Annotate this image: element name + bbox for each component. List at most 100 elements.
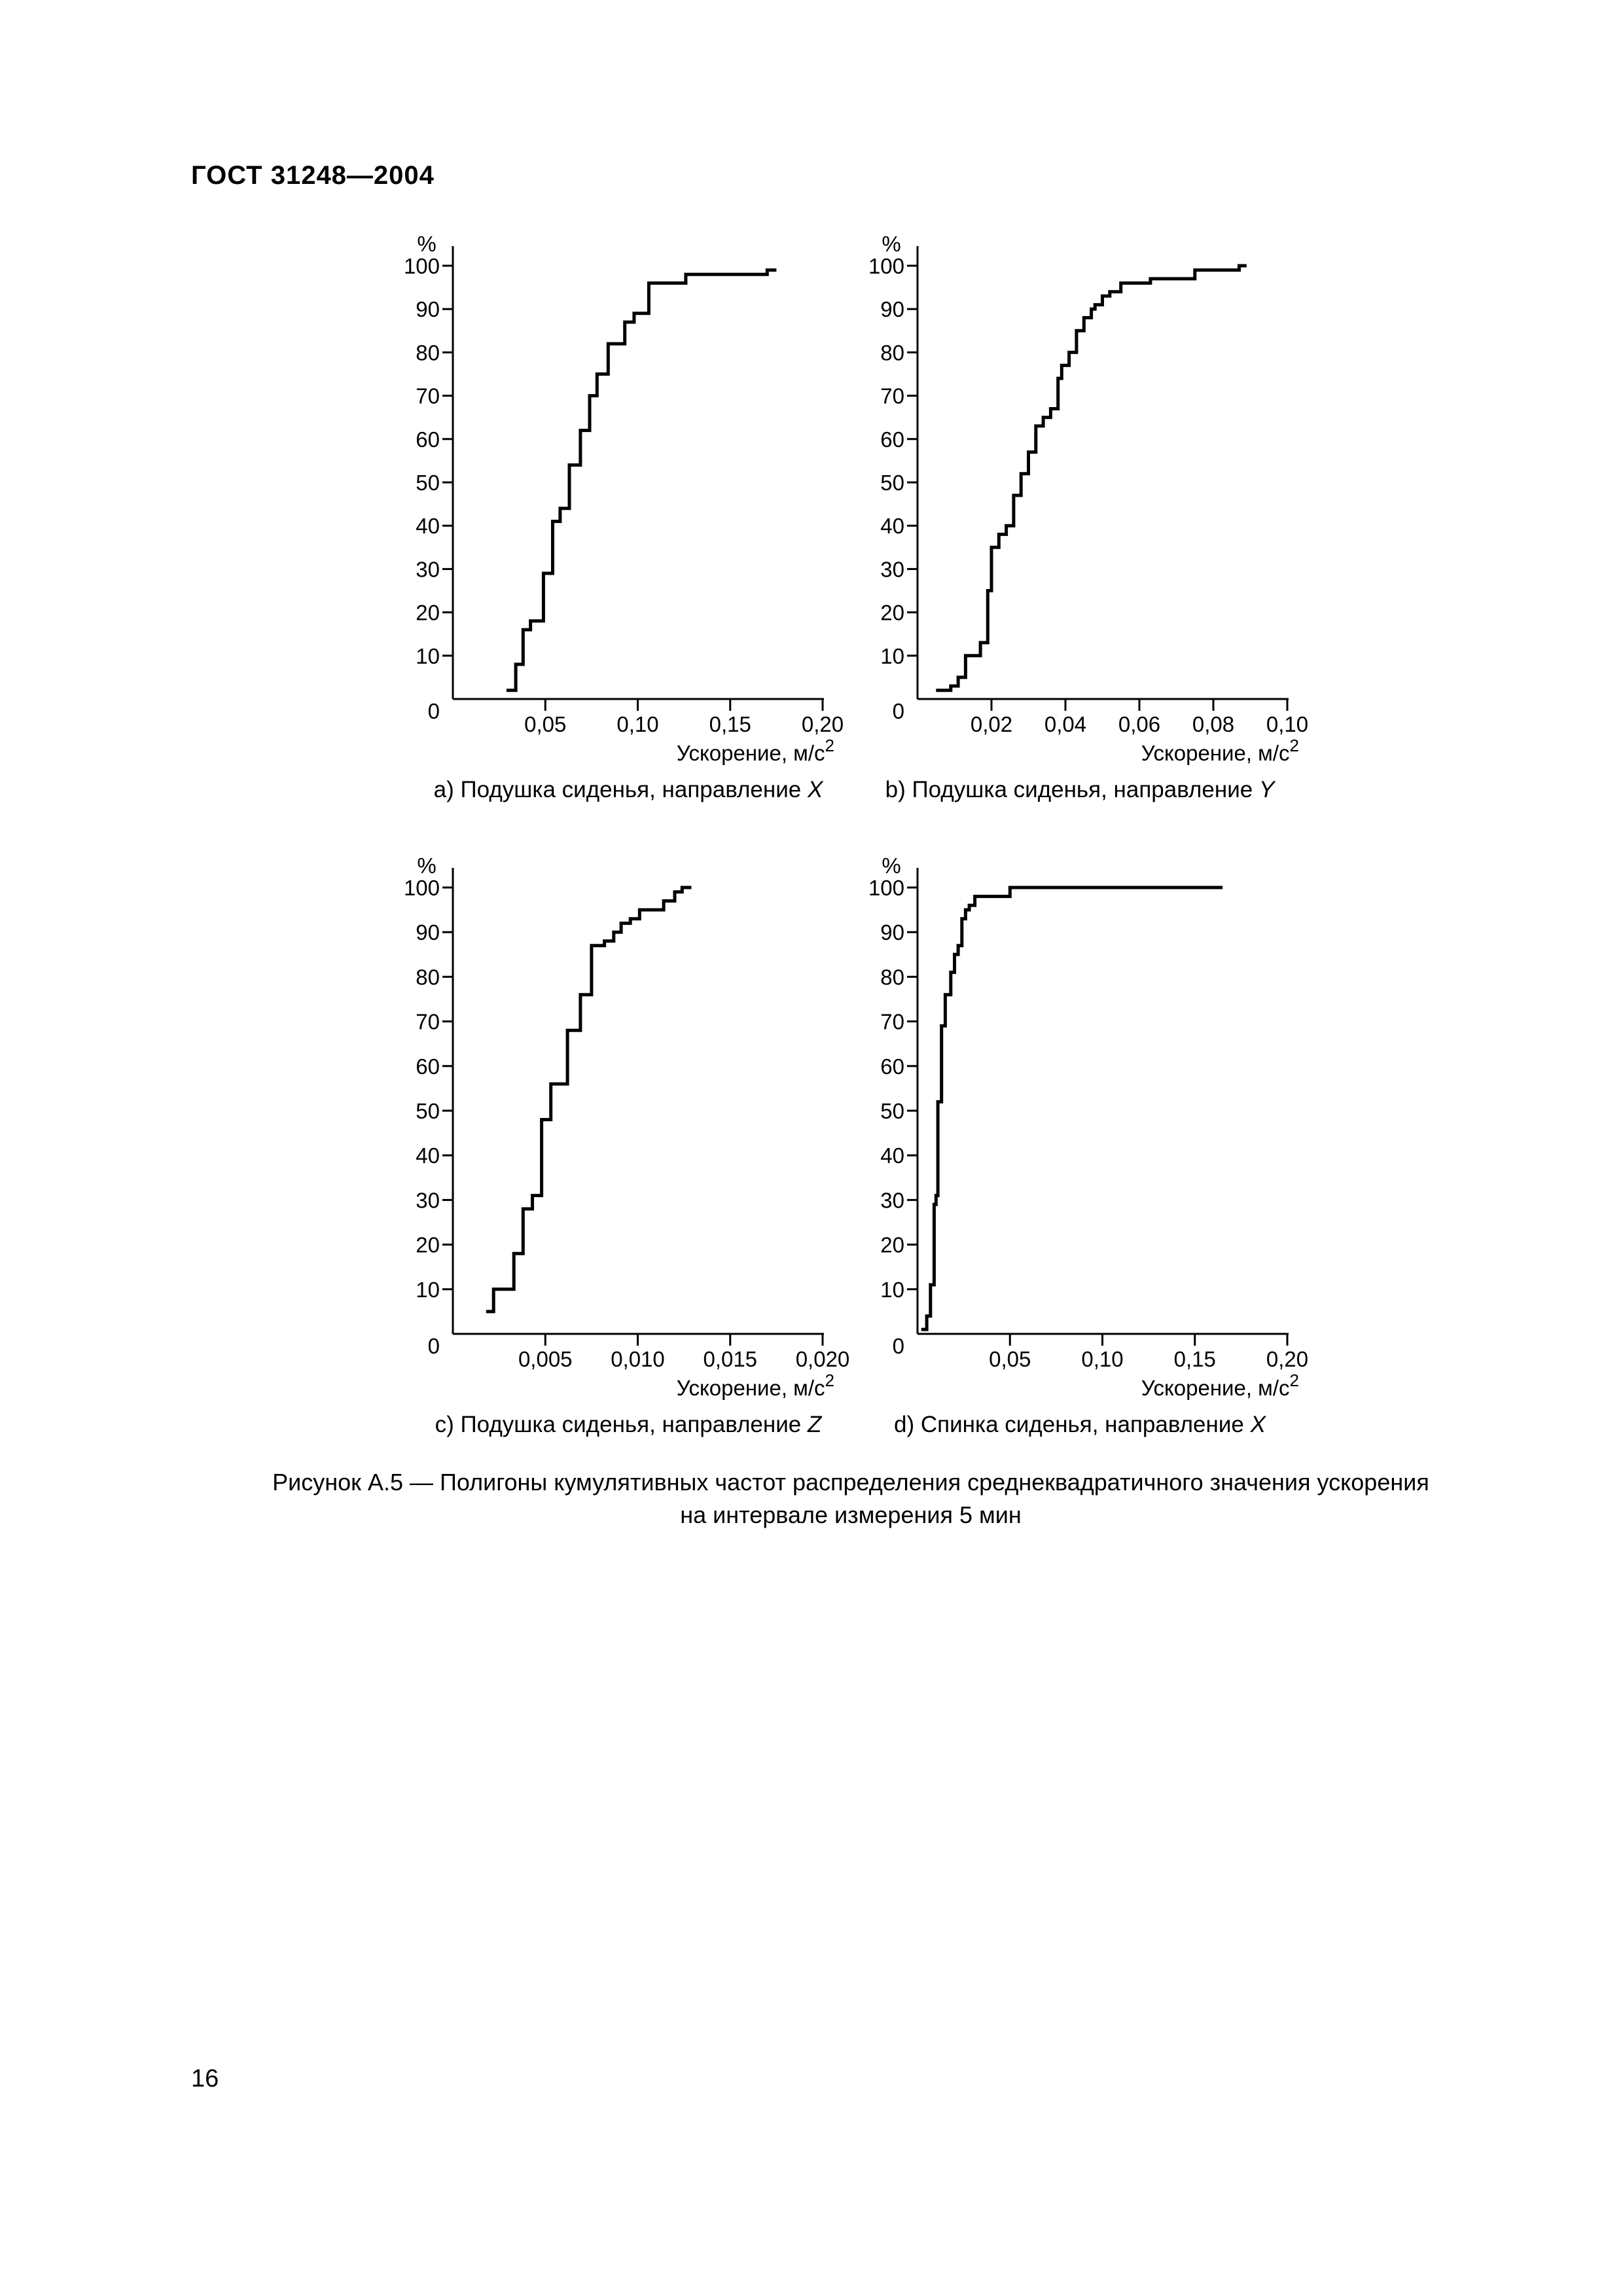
x-axis-label: Ускорение, м/с2 [677, 736, 834, 765]
y-tick-label: 80 [880, 340, 904, 365]
chart-b: 10 20 30 40 50 60 70 80 90 100 0% 0,02 0,04 0,06 0,08 0… [818, 216, 1342, 818]
figure-caption-line1: Рисунок А.5 — Полигоны кумулятивных част… [272, 1469, 1429, 1496]
y-tick-label: 10 [416, 644, 440, 668]
chart-caption-text: a) Подушка сиденья, направление [434, 777, 808, 802]
y-tick-label: 40 [416, 1143, 440, 1168]
x-tick-label: 0,05 [524, 712, 566, 736]
x-axis-label-text: Ускорение, м/с [1141, 1376, 1290, 1400]
origin-label: 0 [428, 699, 440, 723]
y-tick-label: 70 [880, 384, 904, 408]
y-tick-label: 30 [416, 557, 440, 581]
y-tick-label: 50 [880, 1099, 904, 1123]
cumulative-frequency-line [486, 886, 692, 1314]
y-tick-label: 90 [880, 297, 904, 321]
y-axis-unit: % [882, 232, 901, 256]
y-tick-label: 90 [416, 920, 440, 944]
chart-d: 10 20 30 40 50 60 70 80 90 100 0% 0,05 0,10 0,15 0,20 У… [818, 838, 1342, 1453]
y-tick-label: 20 [416, 1233, 440, 1257]
figure-caption-line2: на интервале измерения 5 мин [680, 1501, 1022, 1528]
y-tick-label: 80 [416, 340, 440, 365]
x-tick-label: 0,10 [1081, 1347, 1123, 1371]
cumulative-frequency-line [506, 268, 777, 692]
cumulative-frequency-line [921, 886, 1223, 1331]
x-axis-label-text: Ускорение, м/с [677, 741, 825, 765]
chart-caption-text: b) Подушка сиденья, направление [885, 777, 1259, 802]
origin-label: 0 [428, 1334, 440, 1358]
x-axis-label: Ускорение, м/с2 [677, 1371, 834, 1400]
x-tick-label: 0,010 [611, 1347, 665, 1371]
chart-caption-axis: X [1250, 1412, 1267, 1437]
y-tick-label: 100 [868, 876, 904, 900]
origin-label: 0 [893, 699, 904, 723]
chart-caption-axis: Y [1259, 777, 1276, 802]
y-axis-unit: % [417, 232, 436, 256]
y-tick-label: 100 [868, 254, 904, 278]
x-axis-label-sup: 2 [825, 1371, 834, 1390]
chart-caption: c) Подушка сиденья, направление Z [435, 1412, 823, 1437]
chart-caption: a) Подушка сиденья, направление X [434, 777, 824, 802]
page-number: 16 [191, 2065, 219, 2092]
chart-b-svg: 10 20 30 40 50 60 70 80 90 100 0% 0,02 0,04 0,06 0,08 0… [868, 232, 1308, 802]
chart-c-svg: 10 20 30 40 50 60 70 80 90 100 0% 0,005 0,010 0,015 0,… [404, 853, 850, 1437]
y-tick-label: 70 [416, 1010, 440, 1034]
y-tick-label: 10 [880, 644, 904, 668]
x-tick-label: 0,10 [616, 712, 658, 736]
y-tick-label: 20 [880, 601, 904, 625]
chart-caption: d) Спинка сиденья, направление X [894, 1412, 1267, 1437]
y-axis-unit: % [417, 853, 436, 878]
y-axis-unit: % [882, 853, 901, 878]
x-tick-label: 0,04 [1044, 712, 1086, 736]
chart-caption-axis: Z [807, 1412, 823, 1437]
x-axis-label: Ускорение, м/с2 [1141, 1371, 1299, 1400]
chart-caption: b) Подушка сиденья, направление Y [885, 777, 1276, 802]
y-tick-label: 60 [880, 427, 904, 452]
y-tick-label: 50 [880, 471, 904, 495]
x-axis-label-text: Ускорение, м/с [1141, 741, 1290, 765]
y-tick-label: 50 [416, 1099, 440, 1123]
origin-label: 0 [893, 1334, 904, 1358]
y-tick-label: 100 [404, 876, 440, 900]
x-axis-label-sup: 2 [1290, 736, 1299, 755]
chart-caption-axis: X [807, 777, 824, 802]
y-tick-label: 20 [416, 601, 440, 625]
y-tick-label: 60 [416, 1054, 440, 1079]
y-tick-label: 80 [880, 965, 904, 989]
y-tick-label: 90 [880, 920, 904, 944]
y-tick-label: 30 [416, 1188, 440, 1212]
page-header: ГОСТ 31248—2004 [191, 161, 435, 190]
cumulative-frequency-line [936, 264, 1247, 692]
figure-caption: Рисунок А.5 — Полигоны кумулятивных част… [242, 1466, 1459, 1532]
y-tick-label: 50 [416, 471, 440, 495]
y-tick-label: 90 [416, 297, 440, 321]
y-tick-label: 60 [880, 1054, 904, 1079]
x-tick-label: 0,005 [518, 1347, 573, 1371]
x-axis-label-sup: 2 [1290, 1371, 1299, 1390]
x-tick-label: 0,06 [1118, 712, 1160, 736]
x-tick-label: 0,20 [1266, 1347, 1308, 1371]
x-axis-label-sup: 2 [825, 736, 834, 755]
y-tick-label: 20 [880, 1233, 904, 1257]
y-tick-label: 30 [880, 557, 904, 581]
x-axis-label: Ускорение, м/с2 [1141, 736, 1299, 765]
y-tick-label: 10 [880, 1278, 904, 1302]
y-tick-label: 40 [880, 514, 904, 538]
y-tick-label: 100 [404, 254, 440, 278]
x-tick-label: 0,015 [703, 1347, 757, 1371]
x-tick-label: 0,10 [1266, 712, 1308, 736]
y-tick-label: 10 [416, 1278, 440, 1302]
y-tick-label: 60 [416, 427, 440, 452]
x-axis-label-text: Ускорение, м/с [677, 1376, 825, 1400]
chart-c: 10 20 30 40 50 60 70 80 90 100 0% 0,005 0,010 0,015 0,… [366, 838, 890, 1453]
y-tick-label: 40 [416, 514, 440, 538]
y-tick-label: 30 [880, 1188, 904, 1212]
y-tick-label: 80 [416, 965, 440, 989]
x-tick-label: 0,15 [709, 712, 751, 736]
chart-caption-text: c) Подушка сиденья, направление [435, 1412, 808, 1437]
x-tick-label: 0,05 [989, 1347, 1031, 1371]
chart-a: 10 20 30 40 50 60 70 80 90 100 0% 0,05 0,10 0,15 0,20 У… [366, 216, 890, 818]
x-tick-label: 0,020 [796, 1347, 850, 1371]
x-tick-label: 0,15 [1174, 1347, 1216, 1371]
y-tick-label: 40 [880, 1143, 904, 1168]
